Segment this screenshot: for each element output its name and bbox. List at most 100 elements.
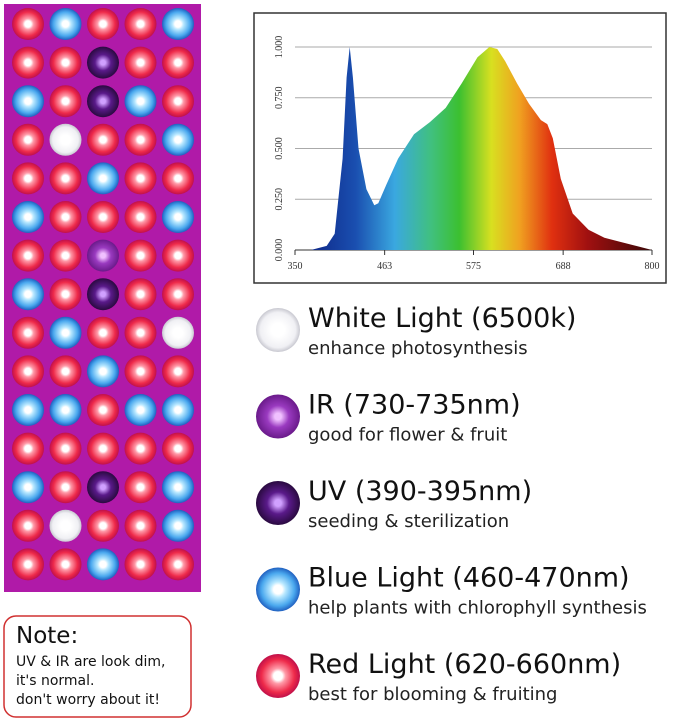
note-title: Note: [16,623,78,649]
led [162,509,194,542]
legend-title: IR (730-735nm) [308,390,521,421]
led [162,432,194,465]
led [162,355,194,388]
legend-icon [256,567,300,612]
legend-subtitle: enhance photosynthesis [308,338,528,359]
led [49,509,82,542]
led [87,355,119,388]
led [162,162,194,195]
legend-subtitle: seeding & sterilization [308,511,509,532]
led [49,316,82,349]
led [162,239,194,272]
led [12,355,44,388]
led [87,201,119,233]
led [49,471,82,504]
led [12,471,44,504]
led [49,8,82,40]
led [124,123,157,156]
led [49,355,82,388]
led [12,85,44,118]
led [87,8,119,40]
legend-icon [256,308,300,352]
led [87,316,119,349]
legend-subtitle: best for blooming & fruiting [308,684,557,705]
led [124,85,157,118]
led [124,201,157,233]
led [124,278,157,311]
led [49,394,82,426]
x-tick-label: 350 [288,261,303,272]
spectrum-area [310,47,652,250]
led [87,162,119,195]
led [162,278,194,311]
legend-title: Red Light (620-660nm) [308,649,621,680]
led [87,278,119,311]
y-tick-label: 0.250 [274,188,285,211]
led [162,85,194,118]
led [12,316,44,349]
led [124,548,157,581]
led [124,162,157,195]
led [87,239,119,272]
x-tick-label: 575 [466,261,481,272]
led [49,123,82,156]
led [12,162,44,195]
note-line: it's normal. [16,673,94,689]
led [124,239,157,272]
note-line: UV & IR are look dim, [16,654,165,670]
led [124,355,157,388]
x-tick-label: 800 [645,261,660,272]
legend-icon [256,654,300,698]
legend-title: Blue Light (460-470nm) [308,563,630,594]
led [162,394,194,426]
led [124,46,157,79]
led [87,432,119,465]
note-box [3,615,192,718]
legend-title: UV (390-395nm) [308,476,532,507]
legend-icon [256,481,300,525]
led [12,239,44,272]
led [162,46,194,79]
x-tick-label: 688 [556,261,571,272]
led [124,509,157,542]
led [49,162,82,195]
led [124,432,157,465]
y-tick-label: 1.000 [274,36,285,59]
led [87,123,119,156]
led [87,509,119,542]
led [12,46,44,79]
y-tick-label: 0.500 [274,137,285,160]
led [87,548,119,581]
led [87,394,119,426]
led [49,278,82,311]
led [49,548,82,581]
led [87,85,119,118]
led [162,316,194,349]
led [124,316,157,349]
legend-subtitle: good for flower & fruit [308,425,507,446]
led [12,201,44,233]
note-line: don't worry about it! [16,692,160,708]
led [12,509,44,542]
led [12,394,44,426]
legend-subtitle: help plants with chlorophyll synthesis [308,598,647,619]
led [124,471,157,504]
led [12,548,44,581]
y-tick-label: 0.000 [274,239,285,262]
led [162,123,194,156]
led [87,46,119,79]
led [162,201,194,233]
led [49,201,82,233]
led [12,278,44,311]
led [87,471,119,504]
led [12,432,44,465]
led [162,471,194,504]
legend-icon [256,394,300,439]
led [49,85,82,118]
led [49,46,82,79]
led [124,8,157,40]
x-tick-label: 463 [377,261,392,272]
led [49,432,82,465]
led [162,8,194,40]
